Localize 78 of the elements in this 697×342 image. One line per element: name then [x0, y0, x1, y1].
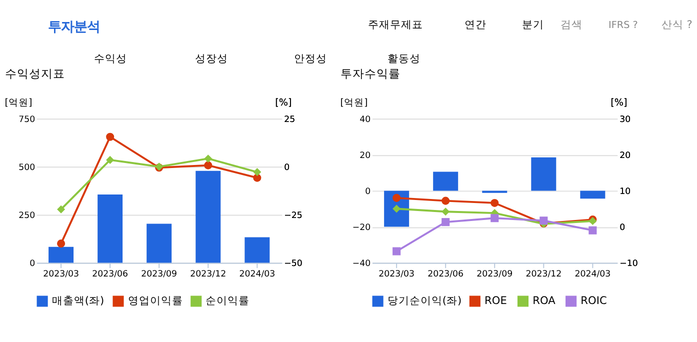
point: [392, 204, 401, 213]
bar: [580, 190, 606, 199]
y-axis-title: [억원]: [4, 98, 32, 109]
point: [204, 161, 212, 170]
bar: [196, 170, 221, 263]
text: 수익성: [94, 52, 128, 65]
point: [204, 154, 212, 163]
bar: [48, 246, 74, 263]
bar: [244, 237, 270, 263]
text: 투자분석: [48, 20, 100, 36]
y-tick-label: −40: [352, 259, 371, 270]
text: 산식 ?: [661, 19, 692, 32]
text: 주재무제표: [368, 19, 424, 32]
point: [442, 218, 450, 226]
x-tick-label: 2023/09: [141, 270, 178, 280]
y2-tick-label: −10: [620, 259, 638, 270]
bar: [146, 224, 172, 263]
text: 성장성: [195, 52, 228, 65]
x-tick-label: 2023/12: [190, 270, 226, 280]
point: [540, 216, 548, 225]
point: [490, 198, 499, 207]
x-tick-label: 2023/03: [378, 270, 415, 280]
y2-tick-label: −25: [284, 211, 302, 222]
chart-title: 수익성지표: [4, 66, 65, 80]
y-tick-label: 40: [360, 114, 371, 125]
y2-axis-title: [%]: [275, 98, 292, 109]
x-tick-label: 2024/03: [239, 270, 276, 280]
text: 안정성: [294, 52, 328, 65]
legend-label: ROIC: [580, 295, 607, 308]
x-tick-label: 2023/06: [92, 270, 128, 280]
y-tick-label: 750: [18, 114, 36, 125]
x-tick-label: 2024/03: [574, 270, 611, 280]
y2-tick-label: 25: [284, 114, 296, 125]
y2-tick-label: 20: [620, 151, 631, 162]
bar: [531, 157, 556, 191]
y2-tick-label: 10: [620, 187, 631, 198]
y2-tick-label: 30: [620, 114, 631, 125]
bar: [98, 194, 123, 263]
legend-label: 당기순이익(좌): [387, 295, 462, 308]
x-tick-label: 2023/12: [526, 270, 562, 280]
point: [253, 168, 262, 176]
text: IFRS ?: [608, 20, 638, 32]
legend-label: ROA: [532, 295, 556, 308]
point: [253, 174, 262, 182]
y-tick-label: 500: [18, 163, 36, 174]
x-tick-label: 2023/03: [43, 270, 79, 280]
bar: [433, 172, 458, 191]
point: [442, 208, 450, 216]
y-tick-label: −20: [352, 223, 371, 234]
text: 분기: [522, 19, 544, 32]
y-tick-label: 20: [360, 151, 371, 162]
y-tick-label: 0: [30, 259, 36, 270]
y-tick-label: 250: [18, 211, 36, 222]
point: [392, 247, 401, 256]
point: [588, 226, 597, 234]
y-axis-title: [억원]: [340, 98, 368, 109]
y-tick-label: 0: [365, 187, 371, 198]
text: 검색: [560, 19, 582, 32]
legend-label: 순이익률: [206, 295, 250, 308]
point: [106, 156, 114, 164]
y2-tick-label: −50: [284, 259, 302, 270]
text: 연간: [464, 19, 486, 32]
legend-label: 영업이익률: [128, 295, 183, 308]
point: [392, 194, 401, 202]
y2-tick-label: 0: [284, 163, 290, 174]
point: [57, 205, 66, 214]
x-tick-label: 2023/09: [476, 270, 513, 280]
point: [106, 132, 114, 141]
legend-label: 매출액(좌): [52, 295, 104, 308]
x-tick-label: 2023/06: [428, 270, 464, 280]
point: [490, 214, 499, 222]
point: [442, 196, 450, 205]
y2-tick-label: 0: [620, 223, 626, 234]
point: [57, 240, 66, 248]
y2-axis-title: [%]: [610, 98, 628, 109]
chart-title: 투자수익률: [340, 66, 401, 80]
legend-label: ROE: [484, 295, 507, 308]
text: 활동성: [387, 52, 420, 65]
